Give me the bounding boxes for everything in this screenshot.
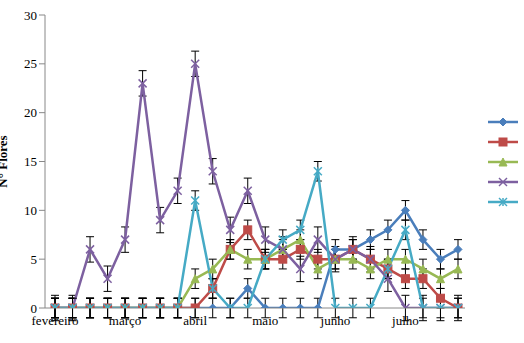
svg-text:15: 15 — [24, 154, 37, 169]
svg-text:julho: julho — [391, 313, 419, 328]
svg-text:abril: abril — [183, 313, 207, 328]
svg-text:março: março — [109, 313, 141, 328]
svg-text:5: 5 — [31, 252, 38, 267]
svg-text:30: 30 — [24, 8, 37, 23]
svg-text:20: 20 — [24, 105, 37, 120]
svg-text:fevereiro: fevereiro — [32, 313, 79, 328]
svg-text:junho: junho — [320, 313, 351, 328]
svg-text:25: 25 — [24, 56, 37, 71]
svg-text:0: 0 — [31, 301, 38, 316]
svg-text:10: 10 — [24, 203, 37, 218]
svg-text:N° Flores: N° Flores — [8, 135, 10, 187]
svg-text:maio: maio — [252, 313, 278, 328]
